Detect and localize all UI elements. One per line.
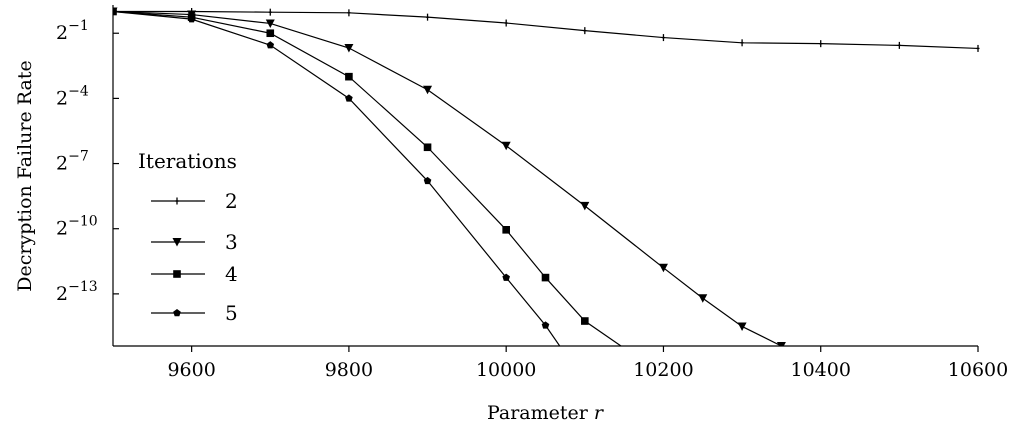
data-point [580,201,590,211]
y-tick-base: 2 [56,22,68,44]
data-point [265,19,275,28]
data-point [776,342,786,346]
y-ticks: 2−12−42−72−102−13 [56,18,119,305]
data-point [740,39,744,47]
series-line-4 [113,10,623,346]
legend-label: 3 [225,230,238,254]
legend-label: 5 [225,301,238,325]
data-point [187,15,196,23]
data-point [897,41,901,49]
data-point [172,238,182,247]
x-axis-title: Parameter r [487,402,605,424]
x-axis-title-text: Parameter [487,402,589,424]
data-point [345,72,353,81]
data-point [737,322,747,331]
x-tick-label: 9800 [325,359,373,381]
x-tick-label: 9600 [167,359,215,381]
series-group [113,7,980,346]
legend-label: 4 [225,262,238,286]
data-point [541,321,550,329]
y-tick-base: 2 [56,153,68,175]
y-tick-base: 2 [56,283,68,305]
data-point [266,29,275,38]
data-point [819,40,823,48]
y-tick-label: 2−1 [56,18,89,44]
data-point [347,9,351,17]
legend-entry-4: 4 [151,262,238,286]
data-point [268,8,272,16]
legend-entry-2: 2 [151,189,238,213]
series-line-5 [113,10,561,346]
series-line-2 [113,10,979,50]
data-point [423,143,432,152]
y-axis-title: Decryption Failure Rate [14,60,36,291]
y-tick-exponent: −1 [68,18,89,34]
x-tick-label: 10400 [791,359,851,381]
data-point [504,19,508,27]
legend-label: 2 [225,189,238,213]
data-point [423,176,432,185]
data-point [426,13,430,21]
data-point [423,85,433,95]
x-tick-label: 10200 [633,359,693,381]
y-tick-exponent: −10 [68,214,98,230]
data-point [173,270,181,278]
legend-entry-3: 3 [151,230,238,254]
x-ticks: 9600 9800 10000 10200 10400 10600 [167,346,1008,381]
data-point [698,294,708,303]
legend-entry-5: 5 [151,301,238,325]
x-tick-label: 10600 [948,359,1008,381]
data-point [345,94,353,102]
y-tick-label: 2−4 [56,83,89,109]
data-point [502,225,510,234]
plot-area [113,7,980,346]
data-point [113,7,117,15]
y-tick-base: 2 [56,87,68,109]
data-point [173,309,181,317]
data-point [266,41,275,49]
y-tick-label: 2−13 [56,279,98,305]
data-point [541,273,550,282]
x-axis-title-variable: r [594,402,605,424]
y-tick-exponent: −4 [68,83,89,99]
x-tick-label: 10000 [476,359,536,381]
data-point [175,197,179,205]
y-tick-base: 2 [56,218,68,240]
legend: Iterations 2 3 4 5 [138,149,238,325]
data-point [501,141,511,151]
data-point [976,44,980,52]
data-point [583,27,587,35]
data-point [658,263,668,273]
data-point [502,273,510,281]
axes [112,5,978,347]
series-line-3 [113,10,782,346]
data-point [581,317,589,325]
y-tick-label: 2−10 [56,214,98,240]
y-tick-exponent: −7 [68,149,89,165]
y-tick-exponent: −13 [68,279,98,295]
y-tick-label: 2−7 [56,149,89,175]
data-point [661,34,665,42]
legend-title: Iterations [138,149,237,173]
data-point [344,44,354,53]
